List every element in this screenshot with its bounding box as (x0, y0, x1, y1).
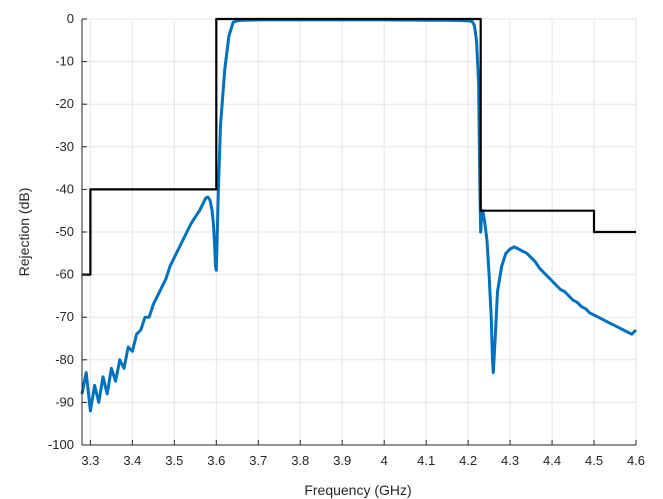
x-tick-label: 3.8 (291, 453, 309, 468)
x-tick-label: 4 (381, 453, 388, 468)
y-tick-label: -40 (55, 181, 74, 196)
series-line (80, 18, 638, 413)
series-line (82, 17, 636, 276)
x-tick-label: 3.7 (249, 453, 267, 468)
y-tick-label: 0 (67, 11, 74, 26)
y-tick-label: -90 (55, 394, 74, 409)
y-tick-label: -70 (55, 309, 74, 324)
y-tick-label: -80 (55, 352, 74, 367)
x-tick-label: 3.4 (123, 453, 141, 468)
x-tick-label: 3.6 (207, 453, 225, 468)
series-layer (80, 17, 638, 413)
y-tick-label: -100 (48, 437, 74, 452)
x-axis-label: Frequency (GHz) (304, 482, 411, 498)
y-tick-label: -20 (55, 96, 74, 111)
y-tick-label: -30 (55, 139, 74, 154)
x-tick-label: 4.5 (585, 453, 603, 468)
y-tick-label: -50 (55, 224, 74, 239)
x-tick-label: 3.9 (333, 453, 351, 468)
grid (82, 18, 637, 446)
y-tick-label: -60 (55, 267, 74, 282)
x-tick-label: 4.2 (459, 453, 477, 468)
x-tick-label: 3.5 (165, 453, 183, 468)
y-tick-label: -10 (55, 54, 74, 69)
x-tick-label: 3.3 (81, 453, 99, 468)
ticks: 3.3 3.4 3.5 3.6 3.7 3.8 3.9 4 4.1 4.2 4.3 4.4 4.5 4.6… (48, 11, 645, 468)
x-tick-label: 4.3 (501, 453, 519, 468)
x-tick-label: 4.1 (417, 453, 435, 468)
x-tick-label: 4.4 (543, 453, 561, 468)
y-axis-label: Rejection (dB) (16, 188, 32, 277)
x-tick-label: 4.6 (627, 453, 645, 468)
